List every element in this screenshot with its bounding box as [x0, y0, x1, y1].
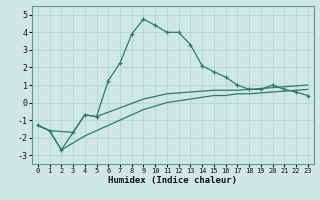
X-axis label: Humidex (Indice chaleur): Humidex (Indice chaleur)	[108, 176, 237, 185]
